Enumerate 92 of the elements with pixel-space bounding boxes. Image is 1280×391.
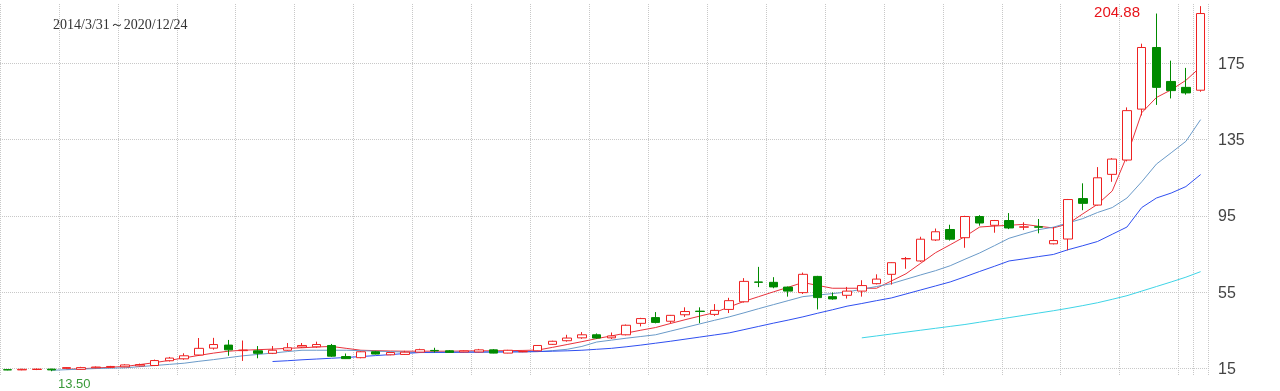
candlestick [1196, 5, 1205, 93]
candlestick [562, 334, 572, 343]
annotation: 13.50 [58, 376, 91, 391]
candlestick [268, 345, 277, 355]
candlestick [459, 349, 469, 353]
candlestick [1107, 157, 1117, 183]
y-tick-label: 15 [1218, 359, 1236, 377]
candlestick [32, 368, 42, 371]
candlestick [135, 363, 145, 367]
candlestick [179, 352, 189, 361]
candlestick [224, 339, 233, 357]
candlestick [783, 286, 793, 298]
candlestick [1004, 212, 1014, 230]
candlestick [371, 350, 380, 355]
candlestick [695, 306, 705, 324]
candlestick [887, 261, 896, 286]
candlestick [150, 359, 159, 367]
candlestick [533, 344, 542, 352]
candlestick [828, 291, 837, 301]
candlestick [798, 272, 808, 295]
candlestick [754, 266, 763, 288]
y-tick-label: 55 [1218, 283, 1236, 301]
candlestick [960, 215, 970, 249]
candlestick [1181, 67, 1191, 96]
candlestick [1093, 166, 1102, 207]
candlestick [47, 368, 56, 372]
text: 2014/3/31～2020/12/24 [53, 16, 188, 32]
candlestick [430, 347, 439, 354]
candlestick [106, 365, 115, 369]
candlestick [1034, 218, 1043, 234]
candlestick [120, 363, 130, 368]
candlestick [651, 311, 660, 324]
candlestick [503, 349, 513, 354]
candlestick [1019, 221, 1029, 231]
candlestick [813, 275, 822, 310]
candlestick [1152, 13, 1161, 106]
line-series [861, 271, 1202, 339]
y-tick-label: 135 [1218, 130, 1245, 148]
candlestick [489, 348, 498, 354]
candlestick [842, 286, 852, 300]
candlestick [1078, 182, 1088, 211]
candlestick [1063, 198, 1073, 251]
candlestick [577, 331, 587, 340]
candlestick [283, 342, 292, 352]
candlestick [975, 214, 984, 227]
candlestick [724, 297, 734, 314]
candlestick [990, 219, 999, 234]
candlestick [916, 236, 925, 263]
annotation: 204.88 [1094, 3, 1141, 20]
candlestick [341, 352, 351, 360]
candlestick [253, 345, 263, 359]
candlestick [194, 337, 204, 357]
candlestick [592, 332, 601, 340]
candlestick [297, 342, 307, 349]
candlestick [1049, 226, 1058, 245]
candlestick [931, 228, 940, 242]
candlestick [386, 351, 395, 356]
y-tick-label: 175 [1218, 54, 1245, 72]
candlestick [548, 340, 557, 346]
line-series [272, 174, 1202, 362]
candlestick [165, 356, 174, 362]
candlestick [901, 256, 911, 270]
candlestick [1122, 106, 1132, 162]
candlestick [1166, 60, 1176, 99]
candlestick [636, 317, 646, 327]
candlestick [3, 368, 12, 371]
candlestick [445, 349, 454, 354]
candlestick [945, 224, 955, 242]
candlestick [62, 366, 71, 370]
candlestick [710, 303, 719, 317]
y-tick-label: 95 [1218, 207, 1236, 225]
candlestick [872, 273, 881, 285]
candlestick [1137, 43, 1146, 116]
candlestick [209, 337, 218, 351]
candlestick [238, 340, 248, 362]
candlestick [621, 323, 631, 336]
candlestick [857, 279, 867, 298]
candlestick [518, 350, 528, 353]
candlestick [607, 332, 616, 340]
candlestick [680, 306, 690, 318]
candlestick [327, 343, 336, 358]
candlestick [356, 350, 366, 359]
candlestick [769, 276, 778, 289]
candlestick [666, 314, 675, 325]
candlestick [474, 348, 484, 353]
candlestick [415, 348, 425, 354]
candlestick [91, 365, 101, 369]
candlestick [400, 350, 410, 356]
candlestick [17, 368, 27, 371]
candlestick [739, 277, 749, 304]
candlestick [76, 366, 86, 371]
candlestick [312, 341, 321, 349]
